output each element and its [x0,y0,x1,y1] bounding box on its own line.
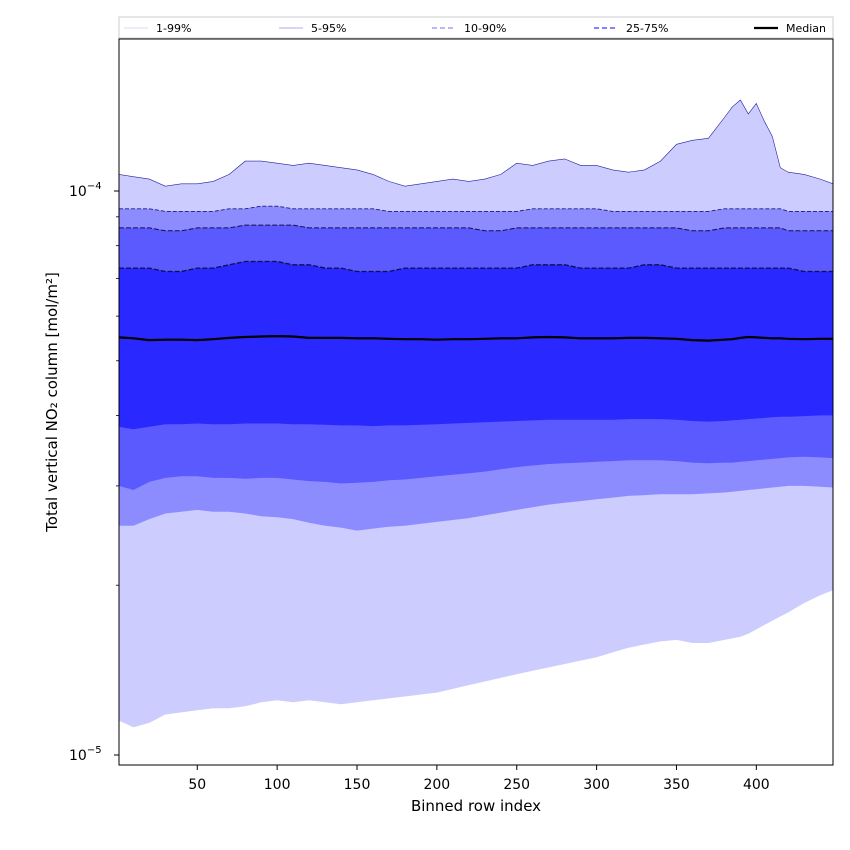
legend-label: 5-95% [311,22,346,35]
x-tick-label: 300 [583,777,610,793]
band-upper-line-10-90pct [119,224,833,232]
band-25-75pct [119,261,833,430]
x-tick-label: 50 [188,777,206,793]
band-upper-line-5-95pct [119,205,833,212]
legend-label: 25-75% [626,22,668,35]
x-axis-ticks: 50 100 150 200 250 300 350 400 [188,765,770,793]
legend-label: 10-90% [464,22,506,35]
x-tick-label: 350 [663,777,690,793]
band-upper-line-1-99pct [118,99,834,187]
band-upper-line-25-75pct [119,260,833,273]
median-line-group [118,334,833,342]
x-tick-label: 200 [423,777,450,793]
x-tick-label: 400 [743,777,770,793]
y-axis-label: Total vertical NO₂ column [mol/m²] [43,272,61,533]
x-tick-label: 250 [503,777,530,793]
band-boundary-lines [118,99,834,273]
legend-label: 1-99% [156,22,191,35]
x-tick-label: 150 [344,777,371,793]
x-axis-label: Binned row index [411,797,541,815]
x-tick-label: 100 [264,777,291,793]
legend: 1-99% 5-95% 10-90% 25-75% Median [118,16,834,39]
median-line [118,334,833,342]
legend-label: Median [786,22,826,35]
legend-box [118,16,834,39]
plot-frame [118,38,834,766]
percentile-bands [119,100,833,728]
